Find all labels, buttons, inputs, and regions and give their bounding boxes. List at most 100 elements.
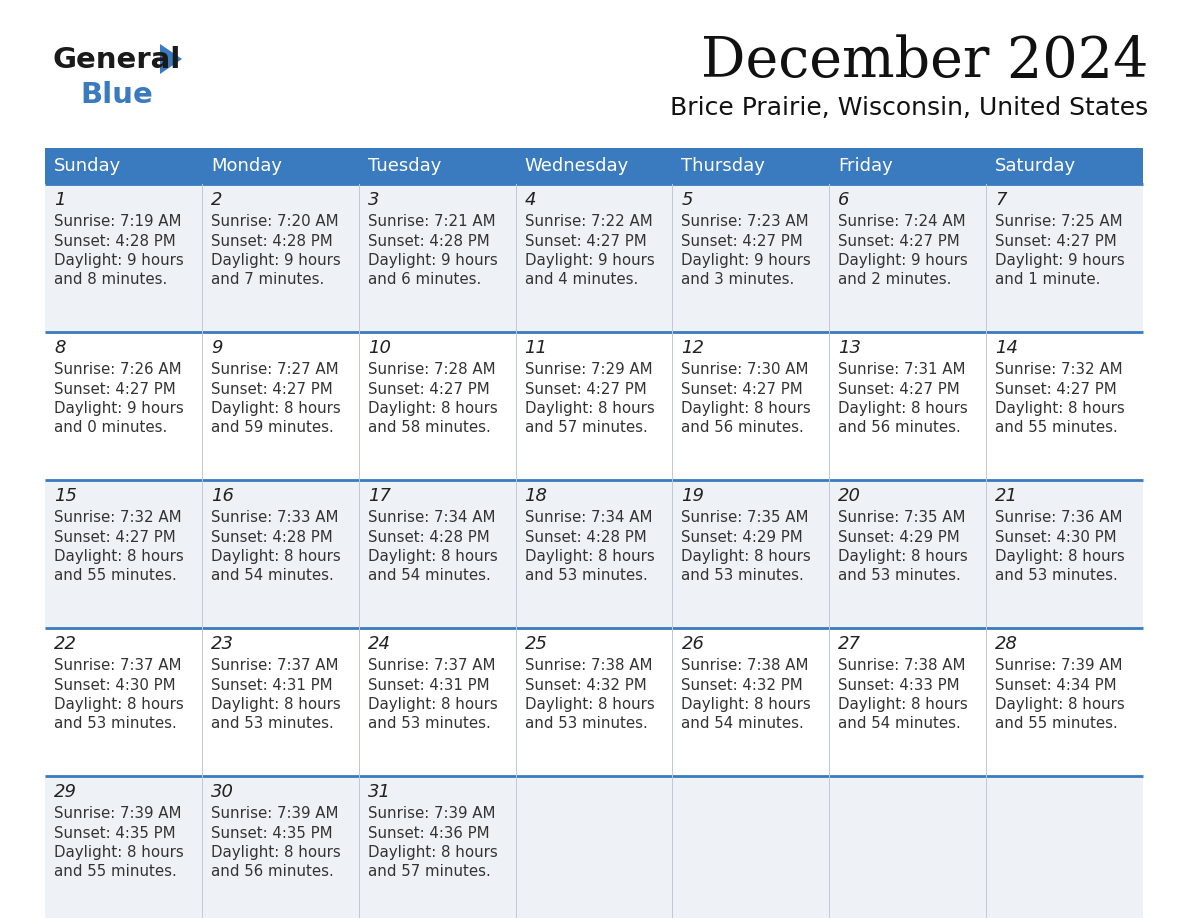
Text: and 53 minutes.: and 53 minutes. <box>525 715 647 731</box>
Text: Sunrise: 7:23 AM: Sunrise: 7:23 AM <box>682 215 809 230</box>
Text: Sunset: 4:29 PM: Sunset: 4:29 PM <box>839 530 960 544</box>
Text: and 8 minutes.: and 8 minutes. <box>53 272 168 286</box>
Text: Daylight: 9 hours: Daylight: 9 hours <box>53 400 184 416</box>
Text: and 0 minutes.: and 0 minutes. <box>53 420 168 434</box>
Text: Sunrise: 7:26 AM: Sunrise: 7:26 AM <box>53 363 182 377</box>
Text: Sunrise: 7:37 AM: Sunrise: 7:37 AM <box>53 658 182 674</box>
Text: and 56 minutes.: and 56 minutes. <box>682 420 804 434</box>
Text: Sunday: Sunday <box>53 157 121 175</box>
Text: Sunset: 4:27 PM: Sunset: 4:27 PM <box>996 382 1117 397</box>
Text: 17: 17 <box>368 487 391 505</box>
Text: Daylight: 8 hours: Daylight: 8 hours <box>839 697 968 711</box>
Text: 9: 9 <box>210 339 222 357</box>
Text: Tuesday: Tuesday <box>368 157 441 175</box>
Text: Daylight: 8 hours: Daylight: 8 hours <box>210 697 341 711</box>
Text: and 53 minutes.: and 53 minutes. <box>839 567 961 583</box>
Text: Thursday: Thursday <box>682 157 765 175</box>
Text: Daylight: 8 hours: Daylight: 8 hours <box>525 548 655 564</box>
Text: 19: 19 <box>682 487 704 505</box>
Text: Sunrise: 7:35 AM: Sunrise: 7:35 AM <box>682 510 809 525</box>
Text: and 1 minute.: and 1 minute. <box>996 272 1100 286</box>
Text: and 2 minutes.: and 2 minutes. <box>839 272 952 286</box>
Text: Sunset: 4:27 PM: Sunset: 4:27 PM <box>525 382 646 397</box>
Text: Sunset: 4:27 PM: Sunset: 4:27 PM <box>839 233 960 249</box>
Text: and 3 minutes.: and 3 minutes. <box>682 272 795 286</box>
Text: Sunset: 4:36 PM: Sunset: 4:36 PM <box>368 825 489 841</box>
Bar <box>359 148 516 184</box>
Text: Sunrise: 7:25 AM: Sunrise: 7:25 AM <box>996 215 1123 230</box>
Bar <box>45 148 202 184</box>
Text: Daylight: 8 hours: Daylight: 8 hours <box>839 400 968 416</box>
Text: 1: 1 <box>53 191 65 209</box>
Text: Sunset: 4:27 PM: Sunset: 4:27 PM <box>525 233 646 249</box>
Text: 22: 22 <box>53 635 77 653</box>
Text: Daylight: 9 hours: Daylight: 9 hours <box>525 252 655 267</box>
Text: Daylight: 8 hours: Daylight: 8 hours <box>210 400 341 416</box>
Text: 29: 29 <box>53 783 77 801</box>
Text: and 55 minutes.: and 55 minutes. <box>996 420 1118 434</box>
Text: 13: 13 <box>839 339 861 357</box>
Text: and 53 minutes.: and 53 minutes. <box>210 715 334 731</box>
Text: and 55 minutes.: and 55 minutes. <box>53 567 177 583</box>
Text: 11: 11 <box>525 339 548 357</box>
Text: Daylight: 9 hours: Daylight: 9 hours <box>368 252 498 267</box>
Text: Sunset: 4:27 PM: Sunset: 4:27 PM <box>210 382 333 397</box>
Text: Daylight: 9 hours: Daylight: 9 hours <box>682 252 811 267</box>
Text: Sunrise: 7:37 AM: Sunrise: 7:37 AM <box>210 658 339 674</box>
Text: Sunrise: 7:38 AM: Sunrise: 7:38 AM <box>839 658 966 674</box>
Text: Sunrise: 7:38 AM: Sunrise: 7:38 AM <box>525 658 652 674</box>
Text: and 58 minutes.: and 58 minutes. <box>368 420 491 434</box>
Text: Sunrise: 7:33 AM: Sunrise: 7:33 AM <box>210 510 339 525</box>
Bar <box>45 184 1143 332</box>
Text: Sunrise: 7:24 AM: Sunrise: 7:24 AM <box>839 215 966 230</box>
Text: Daylight: 9 hours: Daylight: 9 hours <box>53 252 184 267</box>
Text: 21: 21 <box>996 487 1018 505</box>
Text: December 2024: December 2024 <box>701 35 1148 89</box>
Text: Saturday: Saturday <box>996 157 1076 175</box>
Text: Sunset: 4:27 PM: Sunset: 4:27 PM <box>53 530 176 544</box>
Text: Sunset: 4:27 PM: Sunset: 4:27 PM <box>368 382 489 397</box>
Text: Daylight: 8 hours: Daylight: 8 hours <box>368 548 498 564</box>
Text: 8: 8 <box>53 339 65 357</box>
Text: Sunset: 4:32 PM: Sunset: 4:32 PM <box>682 677 803 692</box>
Text: 25: 25 <box>525 635 548 653</box>
Text: Sunrise: 7:36 AM: Sunrise: 7:36 AM <box>996 510 1123 525</box>
Text: Sunrise: 7:35 AM: Sunrise: 7:35 AM <box>839 510 966 525</box>
Text: Sunrise: 7:39 AM: Sunrise: 7:39 AM <box>210 807 339 822</box>
Text: Daylight: 8 hours: Daylight: 8 hours <box>368 400 498 416</box>
Text: Sunset: 4:30 PM: Sunset: 4:30 PM <box>53 677 176 692</box>
Text: and 57 minutes.: and 57 minutes. <box>525 420 647 434</box>
Text: Sunset: 4:28 PM: Sunset: 4:28 PM <box>210 233 333 249</box>
Text: Daylight: 8 hours: Daylight: 8 hours <box>682 548 811 564</box>
Text: Sunrise: 7:39 AM: Sunrise: 7:39 AM <box>996 658 1123 674</box>
Text: Sunrise: 7:39 AM: Sunrise: 7:39 AM <box>53 807 182 822</box>
Text: Sunrise: 7:32 AM: Sunrise: 7:32 AM <box>996 363 1123 377</box>
Text: 3: 3 <box>368 191 379 209</box>
Text: 14: 14 <box>996 339 1018 357</box>
Text: Daylight: 8 hours: Daylight: 8 hours <box>53 548 184 564</box>
Text: Friday: Friday <box>839 157 893 175</box>
Text: and 55 minutes.: and 55 minutes. <box>996 715 1118 731</box>
Text: Sunset: 4:28 PM: Sunset: 4:28 PM <box>525 530 646 544</box>
Text: and 54 minutes.: and 54 minutes. <box>210 567 334 583</box>
Text: Sunrise: 7:32 AM: Sunrise: 7:32 AM <box>53 510 182 525</box>
Text: 7: 7 <box>996 191 1006 209</box>
Text: and 6 minutes.: and 6 minutes. <box>368 272 481 286</box>
Text: Sunset: 4:28 PM: Sunset: 4:28 PM <box>53 233 176 249</box>
Text: Sunrise: 7:34 AM: Sunrise: 7:34 AM <box>368 510 495 525</box>
Text: Wednesday: Wednesday <box>525 157 628 175</box>
Text: and 7 minutes.: and 7 minutes. <box>210 272 324 286</box>
Text: 2: 2 <box>210 191 222 209</box>
Bar <box>45 332 1143 480</box>
Text: Daylight: 8 hours: Daylight: 8 hours <box>682 400 811 416</box>
Text: and 54 minutes.: and 54 minutes. <box>839 715 961 731</box>
Text: Sunrise: 7:19 AM: Sunrise: 7:19 AM <box>53 215 182 230</box>
Text: 18: 18 <box>525 487 548 505</box>
Text: and 54 minutes.: and 54 minutes. <box>682 715 804 731</box>
Text: Daylight: 8 hours: Daylight: 8 hours <box>996 400 1125 416</box>
Bar <box>202 148 359 184</box>
Text: Blue: Blue <box>80 81 153 109</box>
Text: Sunrise: 7:30 AM: Sunrise: 7:30 AM <box>682 363 809 377</box>
Text: Daylight: 8 hours: Daylight: 8 hours <box>53 697 184 711</box>
Text: 15: 15 <box>53 487 77 505</box>
